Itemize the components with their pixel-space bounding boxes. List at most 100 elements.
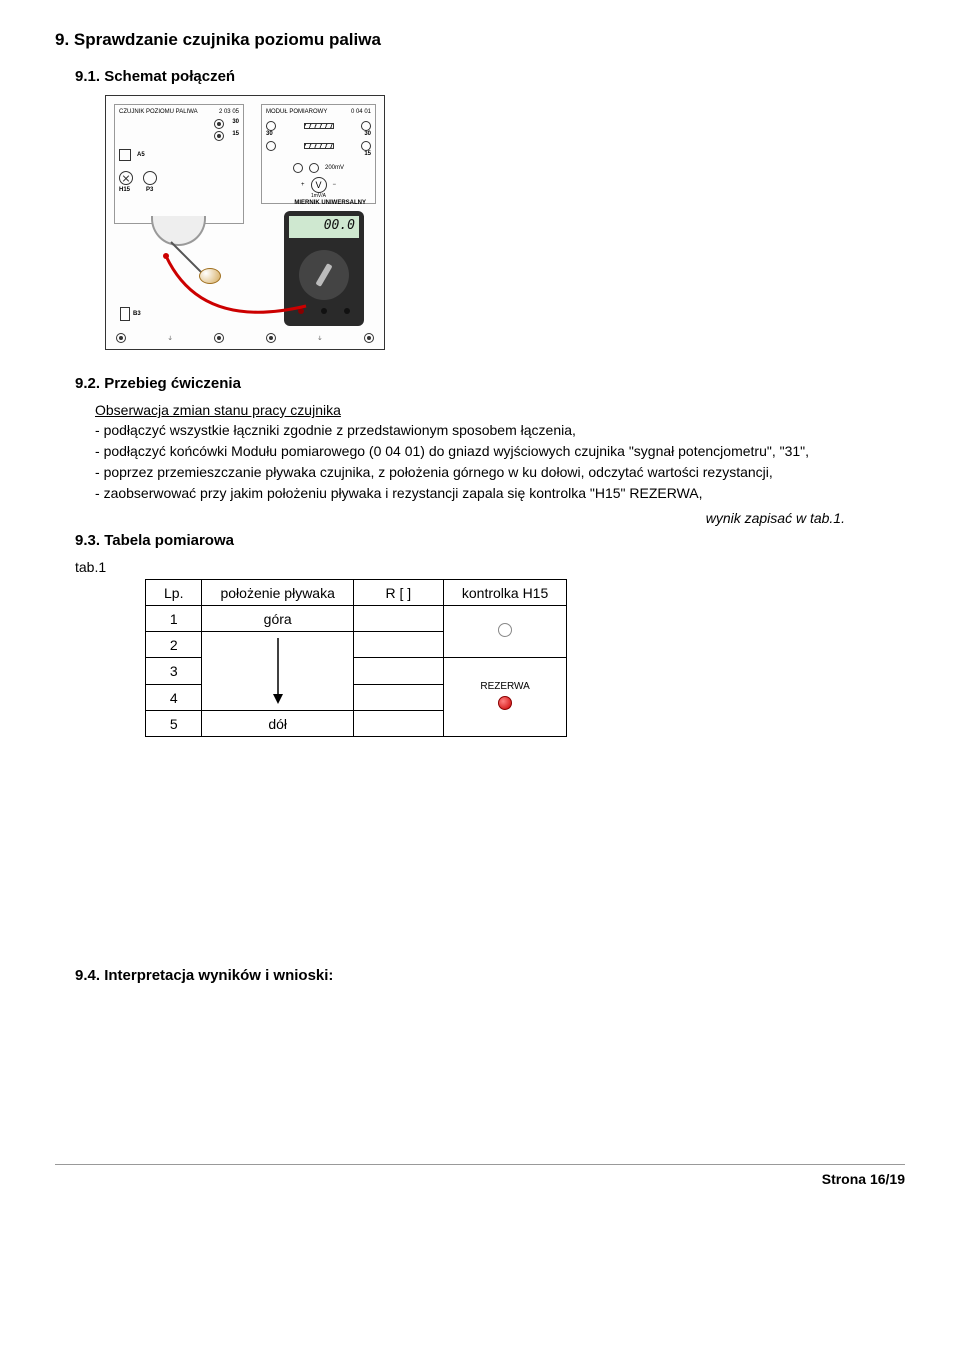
val-30b-l: 30 — [266, 131, 273, 137]
a5-label: A5 — [137, 152, 145, 158]
ground-port-icon — [116, 333, 126, 343]
subsection-9-4: 9.4. Interpretacja wyników i wnioski: — [55, 967, 905, 984]
led-off-icon — [498, 623, 512, 637]
result-note: wynik zapisać w tab.1. — [55, 510, 905, 526]
right-panel-code: 0 04 01 — [351, 109, 371, 115]
cell-r — [353, 685, 443, 711]
multimeter: 00.0 — [284, 211, 364, 326]
b3-label: B3 — [133, 311, 141, 317]
cell-r — [353, 658, 443, 685]
table-header-row: Lp. położenie pływaka R [ ] kontrolka H1… — [146, 580, 567, 606]
cell-r — [353, 711, 443, 737]
port-icon — [293, 163, 303, 173]
subsection-9-3: 9.3. Tabela pomiarowa — [55, 532, 905, 549]
port-caption: ⏚ — [317, 335, 322, 342]
section-number: 9. — [55, 30, 69, 49]
cell-r — [353, 632, 443, 658]
schematic-left-panel: CZUJNIK POZIOMU PALIWA 2 03 05 30 15 A5 … — [114, 104, 244, 224]
col-lp: Lp. — [146, 580, 202, 606]
b3-block: B3 — [120, 307, 141, 321]
val-30b-r: 30 — [364, 131, 371, 137]
val-15a: 15 — [232, 131, 239, 141]
port-icon — [214, 119, 224, 129]
resistor-icon — [304, 143, 334, 149]
battery-icon — [120, 307, 130, 321]
p3-label: P3 — [146, 187, 153, 193]
sub1-title: Schemat połączeń — [104, 68, 235, 85]
right-panel-label: MODUŁ POMIAROWY — [266, 109, 327, 115]
led-red-icon — [498, 696, 512, 710]
col-r: R [ ] — [353, 580, 443, 606]
cell-lp: 4 — [146, 685, 202, 711]
cell-pos: dół — [202, 711, 353, 737]
obs-item: zaobserwować przy jakim położeniu pływak… — [95, 483, 905, 504]
sub1-number: 9.1. — [75, 68, 100, 85]
subsection-9-1: 9.1. Schemat połączeń — [55, 68, 905, 85]
table-row: 1 góra — [146, 606, 567, 632]
sub4-number: 9.4. — [75, 967, 100, 984]
rezerwa-label: REZERWA — [462, 681, 548, 692]
subsection-9-2: 9.2. Przebieg ćwiczenia — [55, 375, 905, 392]
obs-item: podłączyć wszystkie łączniki zgodnie z p… — [95, 420, 905, 441]
observation-title: Obserwacja zmian stanu pracy czujnika — [95, 402, 905, 418]
cell-pos: góra — [202, 606, 353, 632]
meter-title: MIERNIK UNIWERSALNY — [294, 200, 366, 206]
obs-item: poprzez przemieszczanie pływaka czujnika… — [95, 462, 905, 483]
probe-port-icon — [344, 308, 350, 314]
gauge-icon — [143, 171, 157, 185]
arrow-down-icon — [271, 636, 285, 706]
page-number: Strona 16/19 — [822, 1171, 905, 1187]
schematic-diagram: CZUJNIK POZIOMU PALIWA 2 03 05 30 15 A5 … — [105, 95, 385, 350]
resistor-icon — [304, 123, 334, 129]
r-label: 200mV — [325, 165, 344, 171]
probe-port-icon — [298, 308, 304, 314]
observation-list: podłączyć wszystkie łączniki zgodnie z p… — [95, 420, 905, 504]
float-arm-icon — [170, 241, 203, 274]
cell-ctrl — [443, 606, 566, 658]
float-sensor-icon — [131, 216, 251, 316]
meter-display: 00.0 — [289, 216, 359, 238]
box-icon — [119, 149, 131, 161]
port-caption: ⏚ — [168, 335, 173, 342]
left-panel-label: CZUJNIK POZIOMU PALIWA — [119, 109, 198, 115]
cell-lp: 5 — [146, 711, 202, 737]
voltmeter-icon: V — [311, 177, 327, 193]
val-30a: 30 — [232, 119, 239, 129]
ground-port-icon — [364, 333, 374, 343]
cell-lp: 3 — [146, 658, 202, 685]
col-polozenie: położenie pływaka — [202, 580, 353, 606]
port-icon — [266, 121, 276, 131]
ground-port-icon — [266, 333, 276, 343]
observation-block: Obserwacja zmian stanu pracy czujnika po… — [55, 402, 905, 504]
port-icon — [266, 141, 276, 151]
col-kontrolka: kontrolka H15 — [443, 580, 566, 606]
port-icon — [361, 121, 371, 131]
section-title: 9. Sprawdzanie czujnika poziomu paliwa — [55, 30, 905, 50]
cell-r — [353, 606, 443, 632]
val-15b: 15 — [364, 151, 371, 157]
sub3-number: 9.3. — [75, 532, 100, 549]
float-cup-icon — [151, 216, 206, 246]
measurement-table: Lp. położenie pływaka R [ ] kontrolka H1… — [145, 579, 567, 737]
i-label: 1mV/A — [266, 193, 371, 199]
table-label: tab.1 — [55, 559, 905, 575]
cell-lp: 2 — [146, 632, 202, 658]
section-heading: Sprawdzanie czujnika poziomu paliwa — [74, 30, 381, 49]
port-icon — [361, 141, 371, 151]
schematic-right-panel: MODUŁ POMIAROWY 0 04 01 30 30 15 200mV +… — [261, 104, 376, 204]
sub4-title: Interpretacja wyników i wnioski: — [104, 967, 333, 984]
ground-port-icon — [214, 333, 224, 343]
sub2-title: Przebieg ćwiczenia — [104, 375, 241, 392]
meter-dial-icon — [299, 250, 349, 300]
obs-item: podłączyć końcówki Modułu pomiarowego (0… — [95, 441, 905, 462]
sub2-number: 9.2. — [75, 375, 100, 392]
cell-ctrl-rezerwa: REZERWA — [443, 658, 566, 737]
cell-arrow — [202, 632, 353, 711]
port-icon — [214, 131, 224, 141]
lamp-icon — [119, 171, 133, 185]
h15-label: H15 — [119, 187, 130, 193]
port-icon — [309, 163, 319, 173]
probe-port-icon — [321, 308, 327, 314]
float-ball-icon — [199, 268, 221, 284]
left-panel-code: 2 03 05 — [219, 109, 239, 115]
